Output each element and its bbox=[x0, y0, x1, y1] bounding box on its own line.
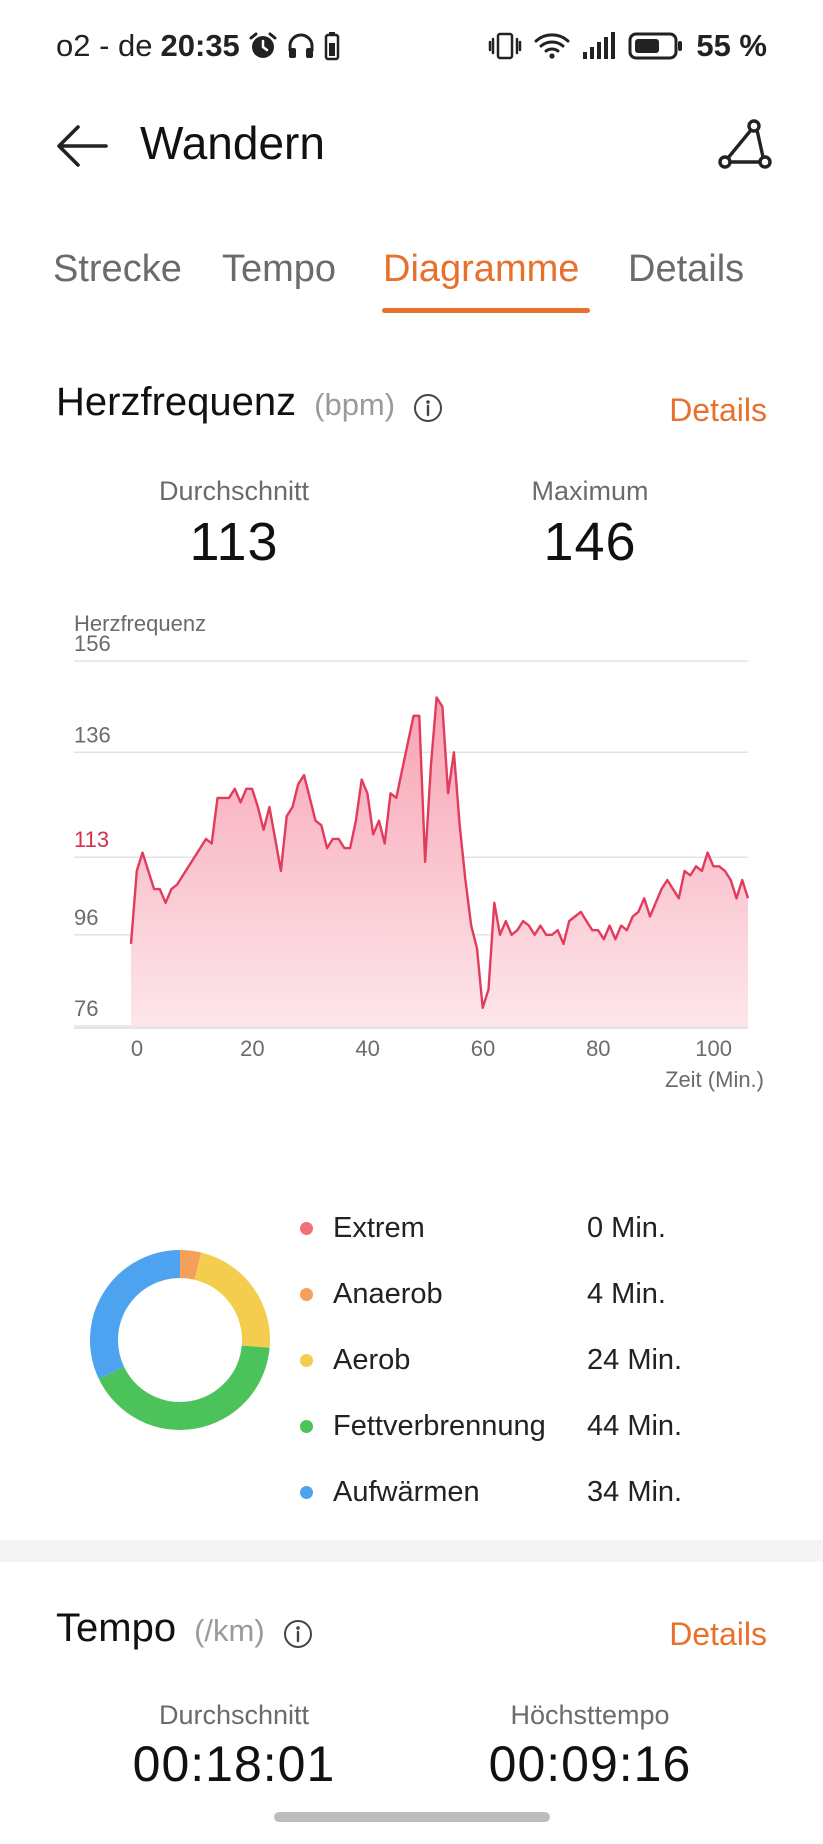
chart-y-axis-label: Herzfrequenz bbox=[74, 611, 206, 636]
tab-diagramme[interactable]: Diagramme bbox=[383, 248, 580, 290]
x-tick-label: 40 bbox=[355, 1036, 379, 1061]
info-icon[interactable] bbox=[283, 1614, 313, 1648]
tempo-details-link[interactable]: Details bbox=[669, 1616, 767, 1652]
zone-donut-segment bbox=[98, 1344, 270, 1430]
zone-name: Extrem bbox=[333, 1211, 425, 1244]
heart-rate-average: Durchschnitt 113 bbox=[84, 476, 384, 573]
zone-donut-segment bbox=[179, 1249, 202, 1280]
zone-donut-segment bbox=[90, 1250, 181, 1379]
signal-icon bbox=[582, 31, 616, 61]
headphones-icon bbox=[286, 31, 316, 61]
heart-rate-zones: Extrem 0 Min. Anaerob 4 Min. Aerob 24 Min. Fet… bbox=[0, 1170, 823, 1510]
zone-duration: 0 Min. bbox=[587, 1211, 666, 1244]
heart-rate-average-label: Durchschnitt bbox=[158, 476, 310, 506]
y-tick-label: 136 bbox=[74, 722, 111, 747]
tempo-average: Durchschnitt 00:18:01 bbox=[84, 1700, 384, 1793]
battery-icon bbox=[628, 31, 684, 61]
zone-row: Aerob 24 Min. bbox=[300, 1340, 770, 1380]
heart-rate-maximum: Maximum 146 bbox=[440, 476, 740, 573]
zone-duration: 44 Min. bbox=[587, 1409, 683, 1442]
tempo-section-title: Tempo (/km) bbox=[56, 1606, 313, 1651]
heart-rate-maximum-value: 146 bbox=[543, 512, 637, 572]
route-icon bbox=[718, 119, 772, 169]
battery-percent: 55 % bbox=[696, 28, 767, 63]
heart-rate-chart: Herzfrequenz 156 136 113 96 76 0 20 40 60 80 100 Z… bbox=[74, 611, 764, 1092]
zone-duration: 24 Min. bbox=[587, 1343, 683, 1376]
heart-rate-line bbox=[129, 696, 750, 1009]
y-tick-label: 96 bbox=[74, 905, 98, 930]
zone-donut-chart bbox=[90, 1249, 270, 1430]
x-tick-label: 0 bbox=[131, 1036, 143, 1061]
section-divider bbox=[0, 1540, 823, 1562]
status-right: 55 % bbox=[488, 28, 767, 64]
zone-name: Aerob bbox=[333, 1343, 411, 1376]
zone-duration: 34 Min. bbox=[587, 1475, 683, 1508]
x-tick-label: 20 bbox=[240, 1036, 264, 1061]
home-indicator[interactable] bbox=[274, 1812, 550, 1822]
carrier-label: o2 - de bbox=[56, 28, 153, 63]
zone-name: Aufwärmen bbox=[333, 1475, 480, 1508]
zone-duration: 4 Min. bbox=[587, 1277, 666, 1310]
y-tick-label: 156 bbox=[74, 631, 111, 656]
tab-bar: Strecke Tempo Diagramme Details bbox=[0, 248, 823, 318]
status-bar: o2 - de 20:35 55 % bbox=[0, 0, 823, 92]
zone-donut-segment bbox=[194, 1252, 270, 1348]
tab-details[interactable]: Details bbox=[628, 248, 745, 290]
vibrate-icon bbox=[488, 31, 522, 61]
heart-rate-section-title: Herzfrequenz (bpm) bbox=[56, 380, 443, 425]
heart-rate-average-value: 113 bbox=[189, 512, 279, 572]
heart-rate-area bbox=[131, 697, 748, 1026]
zone-row: Fettverbrennung 44 Min. bbox=[300, 1406, 770, 1446]
clock: 20:35 bbox=[160, 28, 240, 63]
zone-name: Fettverbrennung bbox=[333, 1409, 546, 1442]
heart-rate-details-link[interactable]: Details bbox=[669, 392, 767, 428]
y-tick-label: 76 bbox=[74, 996, 98, 1021]
zone-name: Anaerob bbox=[333, 1277, 443, 1310]
route-button[interactable] bbox=[715, 114, 775, 174]
zone-row: Aufwärmen 34 Min. bbox=[300, 1472, 770, 1512]
tempo-title: Tempo bbox=[56, 1606, 177, 1650]
zone-color-dot bbox=[300, 1221, 313, 1235]
zone-row: Extrem 0 Min. bbox=[300, 1208, 770, 1248]
active-tab-indicator bbox=[382, 308, 590, 313]
chart-x-axis-label: Zeit (Min.) bbox=[665, 1067, 764, 1092]
zone-color-dot bbox=[300, 1485, 313, 1499]
x-tick-label: 100 bbox=[695, 1036, 732, 1061]
heart-rate-title: Herzfrequenz bbox=[56, 380, 297, 424]
zone-color-dot bbox=[300, 1353, 313, 1367]
tempo-average-label: Durchschnitt bbox=[158, 1700, 310, 1730]
zone-color-dot bbox=[300, 1287, 313, 1301]
tempo-max-value: 00:09:16 bbox=[488, 1736, 692, 1792]
tempo-max: Höchsttempo 00:09:16 bbox=[440, 1700, 740, 1793]
alarm-icon bbox=[248, 31, 278, 61]
tab-tempo[interactable]: Tempo bbox=[222, 248, 337, 290]
tab-strecke[interactable]: Strecke bbox=[53, 248, 182, 290]
zone-color-dot bbox=[300, 1419, 313, 1433]
tempo-average-value: 00:18:01 bbox=[132, 1736, 336, 1792]
heart-rate-unit: (bpm) bbox=[314, 387, 396, 422]
app-bar: Wandern bbox=[0, 100, 823, 190]
battery-small-icon bbox=[324, 31, 340, 61]
heart-rate-maximum-label: Maximum bbox=[531, 476, 649, 506]
arrow-left-icon bbox=[57, 125, 108, 167]
page-title: Wandern bbox=[140, 117, 325, 169]
y-tick-label: 113 bbox=[74, 827, 109, 852]
status-left: o2 - de 20:35 bbox=[56, 28, 340, 64]
tempo-max-label: Höchsttempo bbox=[510, 1700, 670, 1730]
x-tick-label: 60 bbox=[471, 1036, 495, 1061]
zone-row: Anaerob 4 Min. bbox=[300, 1274, 770, 1314]
tempo-unit: (/km) bbox=[194, 1613, 265, 1648]
wifi-icon bbox=[534, 31, 570, 61]
info-icon[interactable] bbox=[413, 388, 443, 422]
x-tick-label: 80 bbox=[586, 1036, 610, 1061]
back-button[interactable] bbox=[52, 118, 112, 174]
